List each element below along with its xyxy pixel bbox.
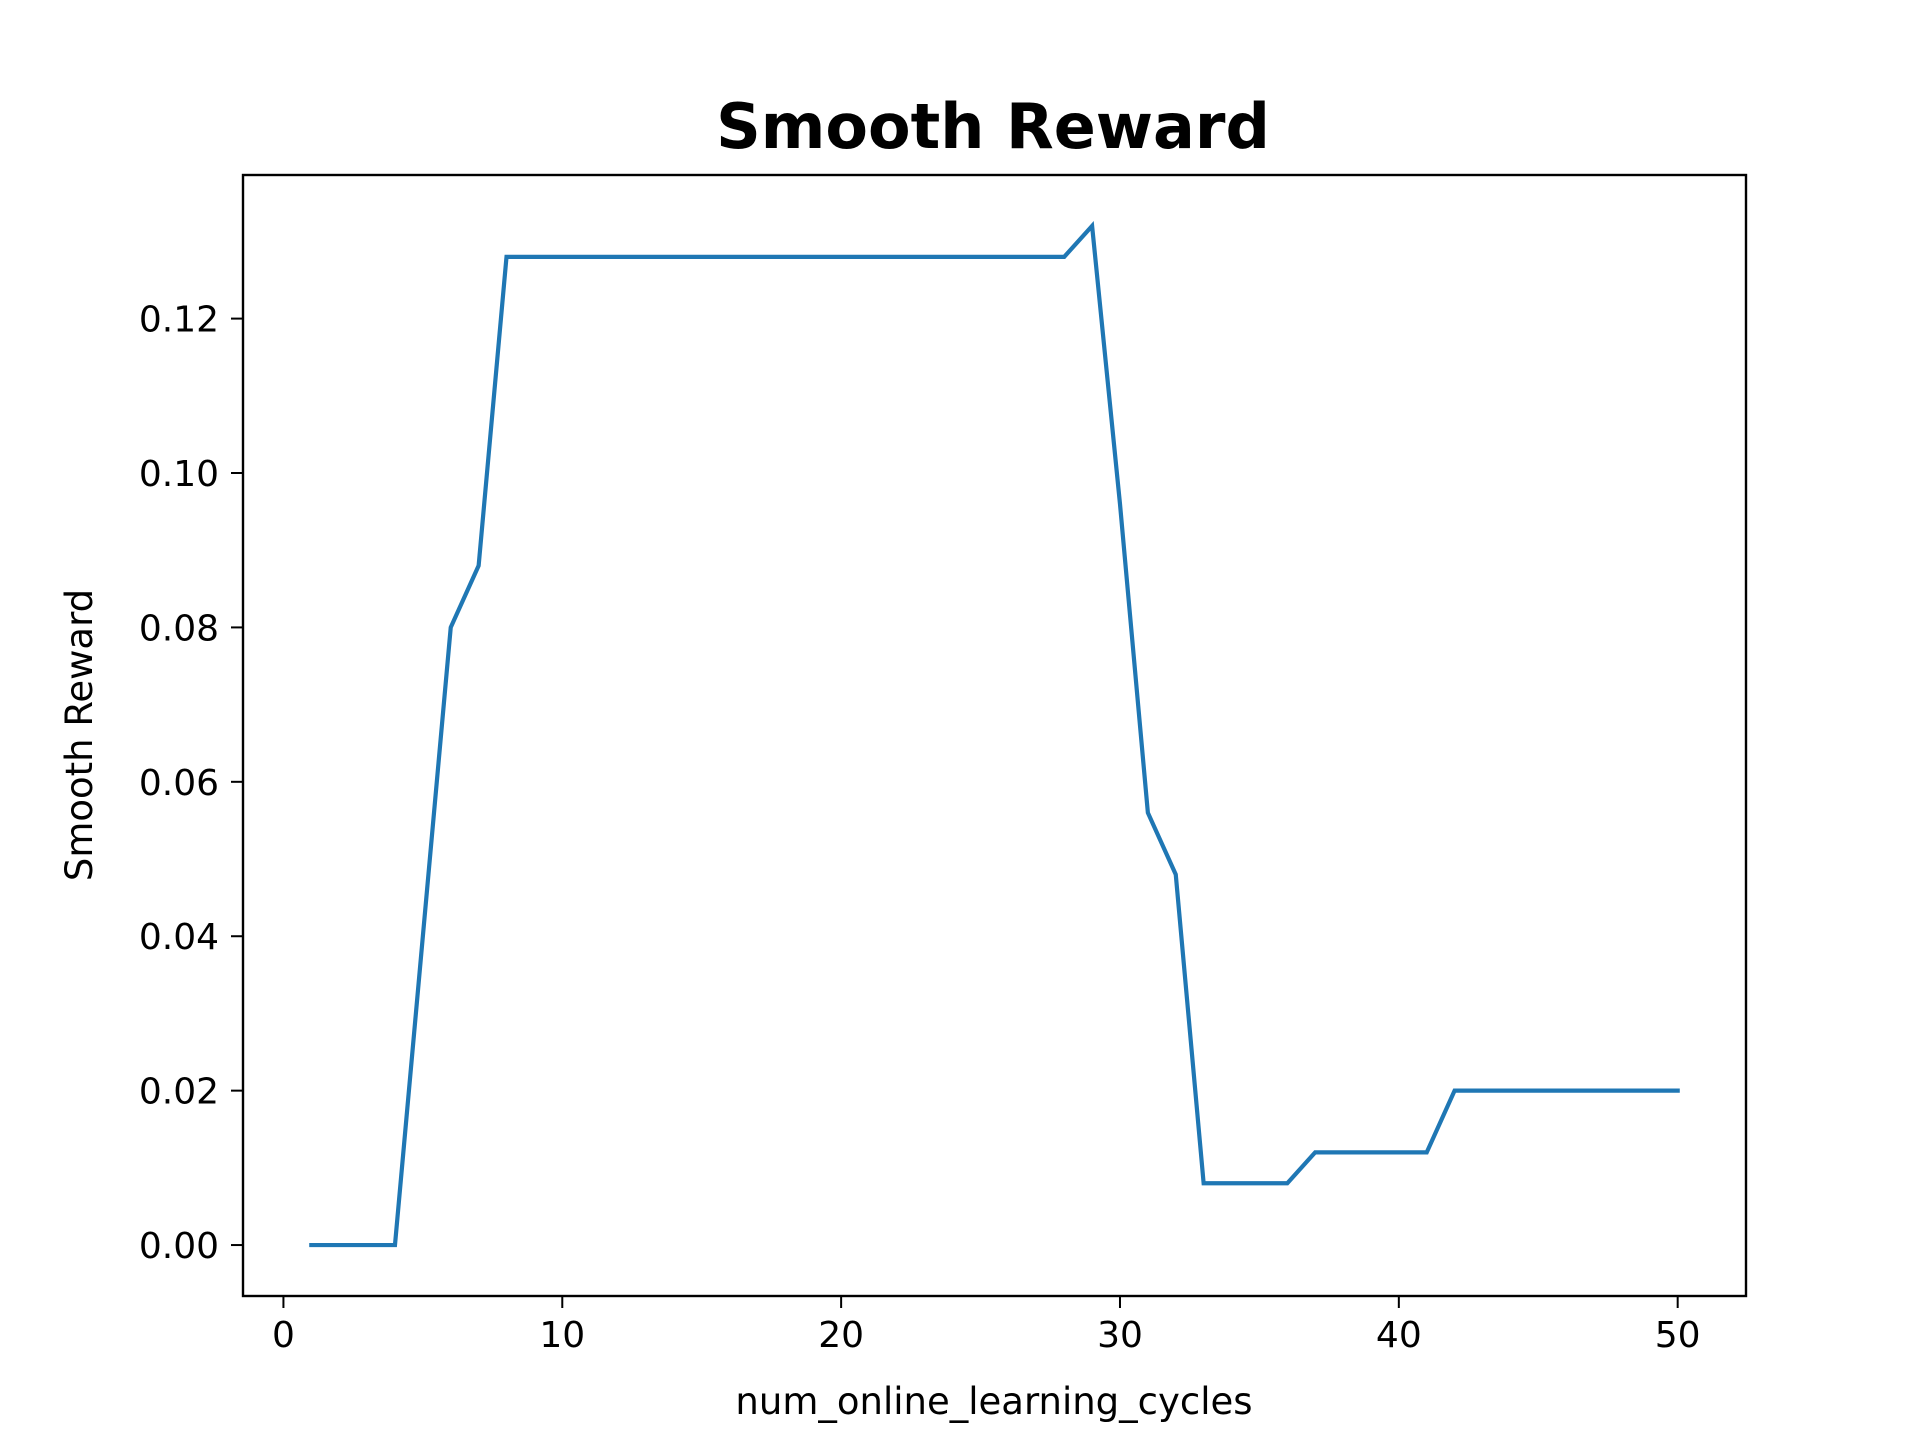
y-tick-label: 0.12 xyxy=(139,300,219,341)
x-tick-label: 50 xyxy=(1655,1315,1701,1356)
y-tick-label: 0.06 xyxy=(139,763,219,804)
y-tick-label: 0.04 xyxy=(139,917,219,958)
x-tick-label: 30 xyxy=(1097,1315,1143,1356)
y-tick-label: 0.02 xyxy=(139,1072,219,1113)
x-tick-label: 20 xyxy=(818,1315,864,1356)
y-axis-label: Smooth Reward xyxy=(58,589,101,881)
x-axis-label: num_online_learning_cycles xyxy=(735,1380,1252,1423)
chart-title: Smooth Reward xyxy=(716,90,1270,163)
x-tick-label: 40 xyxy=(1376,1315,1422,1356)
y-tick-label: 0.08 xyxy=(139,608,219,649)
x-axis-ticks: 0 10 20 30 40 50 xyxy=(272,1296,1701,1356)
x-tick-label: 10 xyxy=(539,1315,585,1356)
y-tick-label: 0.00 xyxy=(139,1226,219,1267)
y-axis-ticks: 0.00 0.02 0.04 0.06 0.08 0.10 0.12 xyxy=(139,300,243,1267)
series-line xyxy=(309,221,1680,1248)
plot-frame xyxy=(241,173,1748,1298)
x-tick-label: 0 xyxy=(272,1315,295,1356)
y-tick-label: 0.10 xyxy=(139,454,219,495)
